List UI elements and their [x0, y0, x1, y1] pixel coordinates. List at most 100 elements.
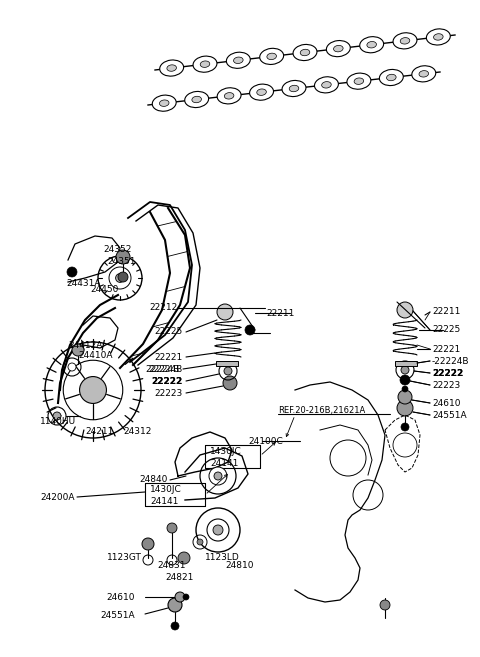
Text: 22225: 22225 — [155, 327, 183, 336]
Text: 1430JC: 1430JC — [150, 486, 182, 495]
Text: 24312: 24312 — [124, 428, 152, 436]
Circle shape — [245, 325, 255, 335]
Circle shape — [171, 622, 179, 630]
Ellipse shape — [160, 60, 184, 76]
Text: 24211: 24211 — [86, 428, 114, 436]
Text: 24840: 24840 — [140, 476, 168, 484]
Ellipse shape — [224, 93, 234, 99]
Ellipse shape — [282, 80, 306, 97]
Ellipse shape — [379, 70, 403, 85]
Text: 22222: 22222 — [152, 376, 183, 386]
Ellipse shape — [260, 49, 284, 64]
Circle shape — [118, 272, 128, 282]
Circle shape — [167, 523, 177, 533]
Text: 24352: 24352 — [104, 244, 132, 254]
Text: 24610: 24610 — [432, 399, 460, 407]
Circle shape — [168, 598, 182, 612]
Circle shape — [217, 304, 233, 320]
Circle shape — [72, 344, 84, 356]
Text: 24410A: 24410A — [78, 351, 112, 361]
Ellipse shape — [393, 33, 417, 49]
Circle shape — [209, 467, 227, 485]
Ellipse shape — [192, 97, 202, 102]
Text: 24412A: 24412A — [68, 342, 102, 350]
Text: 22224B: 22224B — [146, 365, 180, 373]
Ellipse shape — [193, 56, 217, 72]
Text: 22221: 22221 — [155, 353, 183, 361]
Ellipse shape — [257, 89, 266, 95]
Circle shape — [401, 366, 409, 374]
Text: 1123LD: 1123LD — [205, 553, 240, 562]
Ellipse shape — [159, 100, 169, 106]
Ellipse shape — [234, 57, 243, 64]
Ellipse shape — [419, 70, 429, 77]
Text: 22225: 22225 — [432, 325, 460, 334]
Circle shape — [183, 594, 189, 600]
Ellipse shape — [347, 73, 371, 89]
Text: 22212: 22212 — [150, 304, 178, 313]
Text: -22224B: -22224B — [432, 357, 469, 365]
Text: 22222: 22222 — [432, 369, 463, 378]
Ellipse shape — [227, 52, 250, 68]
Text: 22222: 22222 — [152, 376, 183, 386]
Ellipse shape — [426, 29, 450, 45]
Text: 24351: 24351 — [108, 256, 136, 265]
Circle shape — [116, 273, 124, 283]
Text: 1123GT: 1123GT — [107, 553, 142, 562]
Ellipse shape — [293, 45, 317, 60]
Text: 22222: 22222 — [432, 369, 463, 378]
Ellipse shape — [322, 81, 331, 88]
Text: 22223: 22223 — [432, 380, 460, 390]
Ellipse shape — [200, 61, 210, 68]
Bar — [216, 361, 238, 366]
Circle shape — [178, 552, 190, 564]
Text: 24100C: 24100C — [248, 436, 283, 445]
Text: 24450: 24450 — [91, 286, 119, 294]
Circle shape — [207, 519, 229, 541]
Text: 24551A: 24551A — [432, 411, 467, 420]
Circle shape — [175, 592, 185, 602]
Ellipse shape — [167, 65, 177, 71]
Text: 24831: 24831 — [158, 562, 186, 570]
Ellipse shape — [386, 74, 396, 81]
Text: 24551A: 24551A — [100, 610, 135, 620]
Circle shape — [53, 412, 61, 420]
Ellipse shape — [185, 91, 209, 108]
Circle shape — [213, 525, 223, 535]
Circle shape — [401, 423, 409, 431]
Bar — [395, 361, 417, 366]
Ellipse shape — [334, 45, 343, 52]
Circle shape — [397, 400, 413, 416]
Circle shape — [380, 600, 390, 610]
Circle shape — [397, 302, 413, 318]
Ellipse shape — [433, 34, 443, 40]
Ellipse shape — [400, 37, 410, 44]
Circle shape — [214, 472, 222, 480]
Circle shape — [68, 363, 76, 371]
Ellipse shape — [289, 85, 299, 92]
Text: 24141: 24141 — [150, 497, 179, 505]
Circle shape — [116, 250, 130, 264]
Circle shape — [67, 267, 77, 277]
Text: 22211: 22211 — [266, 309, 295, 317]
Circle shape — [398, 390, 412, 404]
Text: 22224B: 22224B — [149, 365, 183, 373]
Circle shape — [63, 360, 123, 420]
Text: 24431A: 24431A — [66, 279, 100, 288]
Text: 1430JC: 1430JC — [210, 447, 242, 457]
Ellipse shape — [360, 37, 384, 53]
Ellipse shape — [250, 84, 274, 101]
Text: 24810: 24810 — [225, 562, 253, 570]
Text: 22211: 22211 — [432, 307, 460, 317]
Text: 24610: 24610 — [107, 593, 135, 602]
Circle shape — [400, 375, 410, 385]
Text: REF.20-216B,21621A: REF.20-216B,21621A — [278, 405, 365, 415]
Ellipse shape — [217, 88, 241, 104]
Ellipse shape — [267, 53, 276, 60]
Ellipse shape — [326, 41, 350, 57]
Ellipse shape — [152, 95, 176, 111]
Ellipse shape — [354, 78, 364, 84]
Ellipse shape — [412, 66, 436, 82]
Circle shape — [402, 386, 408, 392]
Ellipse shape — [367, 41, 376, 48]
